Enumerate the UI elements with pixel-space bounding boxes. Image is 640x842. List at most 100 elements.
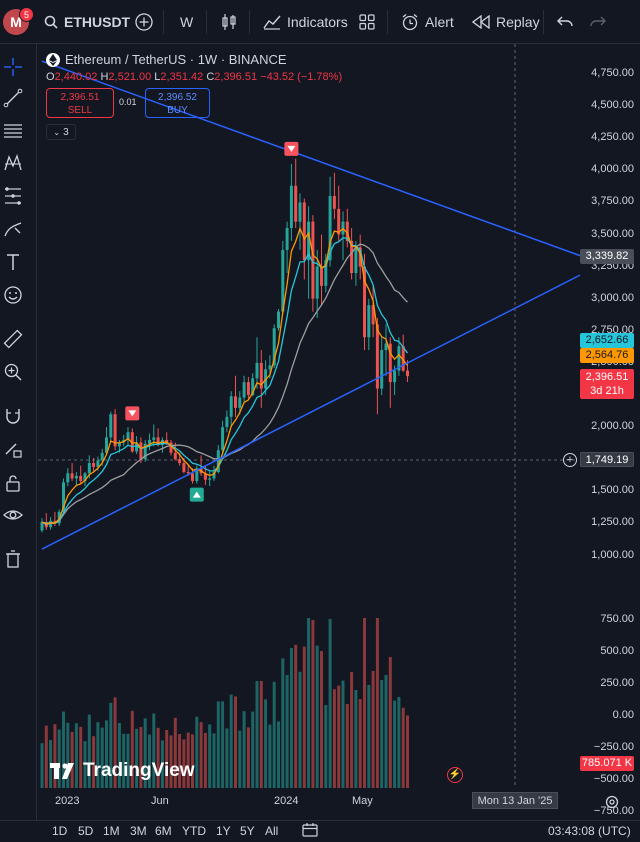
- volume-bar: [79, 726, 83, 788]
- indicators-collapse-button[interactable]: ⌄ 3: [46, 124, 76, 140]
- volume-bar: [212, 733, 216, 788]
- volume-bar: [62, 711, 65, 788]
- replay-button[interactable]: Replay: [472, 12, 540, 32]
- candle-body: [350, 240, 354, 274]
- buy-button[interactable]: 2,396.52 BUY: [145, 88, 210, 118]
- volume-bar: [216, 701, 220, 788]
- volume-bar: [337, 685, 341, 788]
- candle-body: [173, 452, 177, 460]
- range-ytd[interactable]: YTD: [182, 824, 206, 838]
- volume-tag: 785.071 K: [580, 756, 634, 771]
- volume-bar: [208, 724, 212, 788]
- sell-button[interactable]: 2,396.51 SELL: [46, 88, 114, 118]
- chart-settings-button[interactable]: [605, 795, 619, 814]
- volume-bar: [165, 730, 169, 788]
- magnet-icon: [6, 409, 20, 424]
- candle-body: [320, 266, 323, 286]
- range-6m[interactable]: 6M: [155, 824, 172, 838]
- zoom-tool[interactable]: [2, 361, 24, 383]
- candle-body: [40, 522, 44, 531]
- crosshair-icon: [4, 58, 22, 76]
- volume-bar: [281, 658, 285, 788]
- range-3m[interactable]: 3M: [130, 824, 147, 838]
- volume-bar: [289, 648, 293, 788]
- fib-tool[interactable]: [2, 120, 24, 142]
- range-1d[interactable]: 1D: [52, 824, 68, 838]
- compare-button[interactable]: [135, 12, 153, 32]
- price-tick-label: 4,500.00: [591, 99, 634, 112]
- volume-bar: [255, 681, 259, 788]
- emoji-tool[interactable]: [2, 284, 24, 306]
- volume-tick-label: −750.00: [593, 805, 634, 817]
- candle-body: [380, 350, 384, 389]
- volume-bar: [57, 729, 61, 788]
- trendline-tool[interactable]: [2, 87, 24, 109]
- calendar-icon: [302, 823, 318, 837]
- bottom-bar: [0, 820, 640, 840]
- indicators-button[interactable]: Indicators: [263, 12, 348, 32]
- date-range-button[interactable]: [302, 823, 318, 842]
- volume-bar: [259, 681, 263, 788]
- price-tick-label: 2,750.00: [591, 323, 634, 336]
- undo-button[interactable]: [557, 12, 573, 32]
- slow-ma-line: [41, 243, 408, 526]
- chart-legend-title[interactable]: Ethereum / TetherUS · 1W · BINANCE: [46, 52, 287, 67]
- prediction-tool[interactable]: [2, 185, 24, 207]
- volume-bar: [371, 671, 375, 788]
- interval-button[interactable]: W: [180, 14, 194, 30]
- volume-bar: [109, 702, 113, 788]
- range-1m[interactable]: 1M: [103, 824, 120, 838]
- range-5d[interactable]: 5D: [78, 824, 94, 838]
- stay-in-drawing-tool[interactable]: [2, 438, 24, 460]
- crosshair-tool[interactable]: [2, 56, 24, 78]
- brush-icon: [4, 222, 22, 237]
- candle-body: [289, 185, 293, 229]
- candle-body: [345, 221, 349, 241]
- candle-body: [307, 221, 311, 261]
- text-tool[interactable]: [2, 251, 24, 273]
- lock-drawings-tool[interactable]: [2, 472, 24, 494]
- time-label: Jun: [151, 795, 169, 807]
- price-tick-label: 1,500.00: [591, 484, 634, 497]
- candle-body: [182, 463, 186, 473]
- volume-bar: [126, 733, 130, 788]
- hide-drawings-tool[interactable]: [2, 504, 24, 526]
- mid-ma-price-tag: 2,652.66: [580, 333, 634, 348]
- magnet-tool[interactable]: [2, 405, 24, 427]
- range-5y[interactable]: 5Y: [240, 824, 255, 838]
- candle-body: [100, 452, 104, 461]
- candle-body: [156, 437, 160, 446]
- symbol-search-button[interactable]: ETHUSDT: [44, 12, 130, 32]
- remove-drawings-tool[interactable]: [2, 548, 24, 570]
- range-1y[interactable]: 1Y: [216, 824, 231, 838]
- redo-button[interactable]: [590, 12, 606, 32]
- zoom-in-icon: [4, 363, 22, 381]
- volume-bar: [225, 728, 229, 788]
- brush-tool[interactable]: [2, 218, 24, 240]
- pattern-tool[interactable]: [2, 152, 24, 174]
- range-all[interactable]: All: [265, 824, 279, 838]
- layouts-button[interactable]: [359, 12, 375, 32]
- candle-body: [272, 328, 276, 366]
- chevron-down-icon: ⌄: [53, 127, 61, 137]
- candle-body: [191, 473, 194, 482]
- volume-tick-label: −250.00: [593, 741, 634, 753]
- price-chart[interactable]: [38, 44, 640, 820]
- crosshair-date-tag: Mon 13 Jan '25: [472, 792, 558, 809]
- utc-clock[interactable]: 03:43:08 (UTC): [548, 824, 631, 838]
- candle-body: [195, 468, 199, 482]
- alarm-clock-icon: [402, 14, 418, 31]
- volume-bar: [40, 743, 44, 788]
- add-alert-button[interactable]: +: [563, 453, 577, 467]
- price-tick-label: 1,000.00: [591, 548, 634, 561]
- lightning-button[interactable]: ⚡: [447, 767, 463, 783]
- candle-body: [401, 346, 405, 371]
- volume-bar: [105, 720, 108, 788]
- volume-bar: [401, 707, 405, 788]
- price-tick-label: 4,000.00: [591, 163, 634, 176]
- chart-type-button[interactable]: [221, 12, 237, 32]
- measure-tool[interactable]: [2, 328, 24, 350]
- volume-bar: [320, 651, 323, 788]
- ruler-icon: [3, 329, 23, 349]
- alert-button[interactable]: Alert: [401, 12, 454, 32]
